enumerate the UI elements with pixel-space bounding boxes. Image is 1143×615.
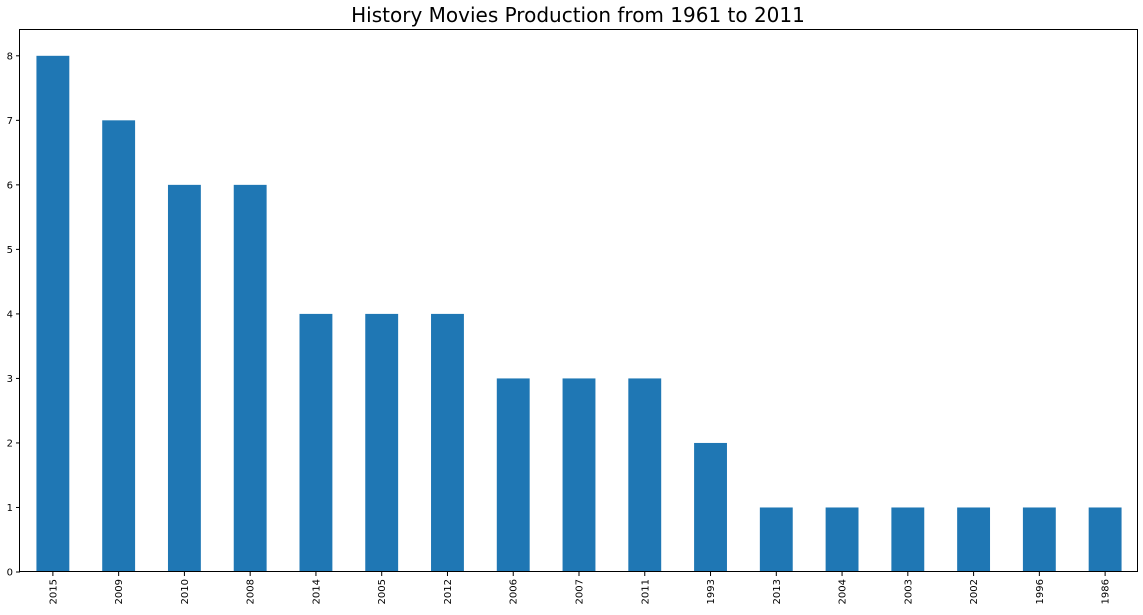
bar-2014 bbox=[299, 313, 333, 572]
x-tick-label: 2009 bbox=[114, 579, 125, 604]
bar-2005 bbox=[365, 313, 399, 572]
bar-2015 bbox=[36, 55, 70, 573]
chart-title: History Movies Production from 1961 to 2… bbox=[351, 3, 805, 27]
y-tick-label: 0 bbox=[7, 568, 13, 579]
y-tick-label: 2 bbox=[7, 438, 13, 449]
y-tick-label: 3 bbox=[7, 374, 13, 385]
bar-2008 bbox=[233, 184, 267, 573]
bar-2010 bbox=[167, 184, 201, 573]
plot-frame bbox=[19, 29, 1138, 572]
x-axis: 2015 2009 2010 2008 2014 2005 2012 2006 2007 2011… bbox=[48, 572, 1112, 604]
x-tick-label: 2005 bbox=[377, 579, 388, 604]
bar-2009 bbox=[102, 120, 136, 572]
y-tick-label: 7 bbox=[7, 116, 13, 127]
x-tick-label: 2015 bbox=[48, 579, 59, 604]
bar-2002 bbox=[957, 507, 991, 572]
y-tick-label: 8 bbox=[7, 51, 13, 62]
bar-1993 bbox=[694, 442, 727, 572]
bar-2004 bbox=[825, 507, 859, 572]
y-tick-label: 1 bbox=[7, 503, 13, 514]
bar-2007 bbox=[562, 378, 596, 572]
y-axis: 0 1 2 3 4 5 6 7 8 bbox=[7, 51, 20, 579]
x-tick-label: 2012 bbox=[443, 579, 454, 604]
x-tick-label: 2007 bbox=[575, 579, 586, 604]
x-tick-label: 1996 bbox=[1035, 579, 1046, 604]
y-tick-label: 4 bbox=[7, 309, 13, 320]
bar-2013 bbox=[759, 507, 793, 572]
bar-2006 bbox=[496, 378, 530, 572]
x-tick-label: 1986 bbox=[1101, 579, 1112, 604]
y-tick-label: 5 bbox=[7, 245, 13, 256]
y-tick-label: 6 bbox=[7, 180, 13, 191]
bar-1996 bbox=[1022, 507, 1056, 572]
x-tick-label: 2011 bbox=[640, 579, 651, 604]
x-tick-label: 2006 bbox=[509, 579, 520, 604]
x-tick-label: 2014 bbox=[311, 579, 322, 604]
x-tick-label: 2002 bbox=[969, 579, 980, 604]
x-tick-label: 2003 bbox=[903, 579, 914, 604]
x-tick-label: 2010 bbox=[180, 579, 191, 604]
x-tick-label: 2004 bbox=[838, 579, 849, 604]
bars-layer bbox=[36, 55, 1122, 573]
bar-2011 bbox=[628, 378, 662, 572]
x-tick-label: 1993 bbox=[706, 579, 717, 604]
x-tick-label: 2013 bbox=[772, 579, 783, 604]
x-tick-label: 2008 bbox=[246, 579, 257, 604]
bar-2012 bbox=[431, 313, 464, 572]
bar-2003 bbox=[891, 507, 925, 572]
bar-1986 bbox=[1088, 507, 1122, 572]
